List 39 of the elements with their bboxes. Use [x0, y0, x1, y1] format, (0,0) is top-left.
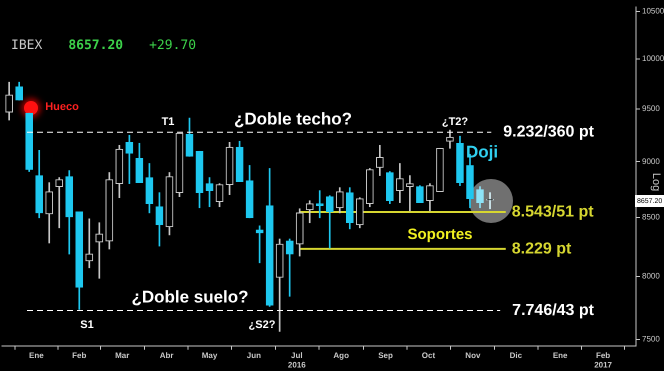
series-label: 8.229 pt [512, 240, 572, 258]
series-label: 8.543/51 pt [512, 203, 594, 220]
text: IBEX [11, 38, 42, 53]
annotation: +29.70 [149, 38, 196, 53]
annotation: T1 [162, 116, 174, 128]
annotation: Doji [466, 142, 498, 162]
candlestick [206, 177, 214, 208]
x-tick-label: Dic [510, 350, 523, 360]
y-tick-label: 8000 [642, 272, 660, 281]
text: 8657.20 [68, 38, 124, 53]
x-tick-label: Ene [552, 350, 568, 360]
x-tick-label: Jul 2016 [288, 350, 306, 370]
ref-line-label: 7.746/43 pt [512, 302, 595, 319]
y-tick-label: 9000 [642, 156, 660, 166]
x-tick-label: Oct [422, 350, 436, 360]
x-tick-label: Ene [29, 350, 44, 360]
ref-line-label: 9.232/360 pt [503, 124, 595, 141]
y-tick-label: 9500 [642, 104, 660, 114]
x-tick-label: Mar [115, 350, 130, 360]
x-tick-label: Sep [378, 350, 393, 360]
annotation: ¿Doble techo? [234, 110, 352, 129]
annotation: S1 [80, 319, 94, 332]
annotation: ¿T2? [442, 116, 468, 128]
annotation: Soportes [407, 226, 473, 244]
annotation: Hueco [45, 101, 80, 114]
annotation: ¿Doble suelo? [131, 288, 249, 307]
x-tick-label: Feb 2017 [594, 350, 613, 370]
y-tick-label: 10000 [642, 54, 664, 64]
y-tick-label: 10500 [642, 6, 664, 16]
annotation: ¿S2? [248, 319, 276, 332]
x-tick-label: Ago [333, 350, 350, 360]
x-tick-label: Jun [246, 350, 262, 360]
x-tick-label: Abr [160, 350, 174, 360]
x-tick-label: Feb [72, 350, 86, 360]
y-axis-title: Log [650, 172, 662, 192]
x-tick-label: Nov [465, 350, 481, 360]
y-tick-label: 8500 [642, 212, 660, 222]
x-tick-label: May [202, 350, 218, 360]
y-tick-label: 7500 [642, 334, 660, 344]
